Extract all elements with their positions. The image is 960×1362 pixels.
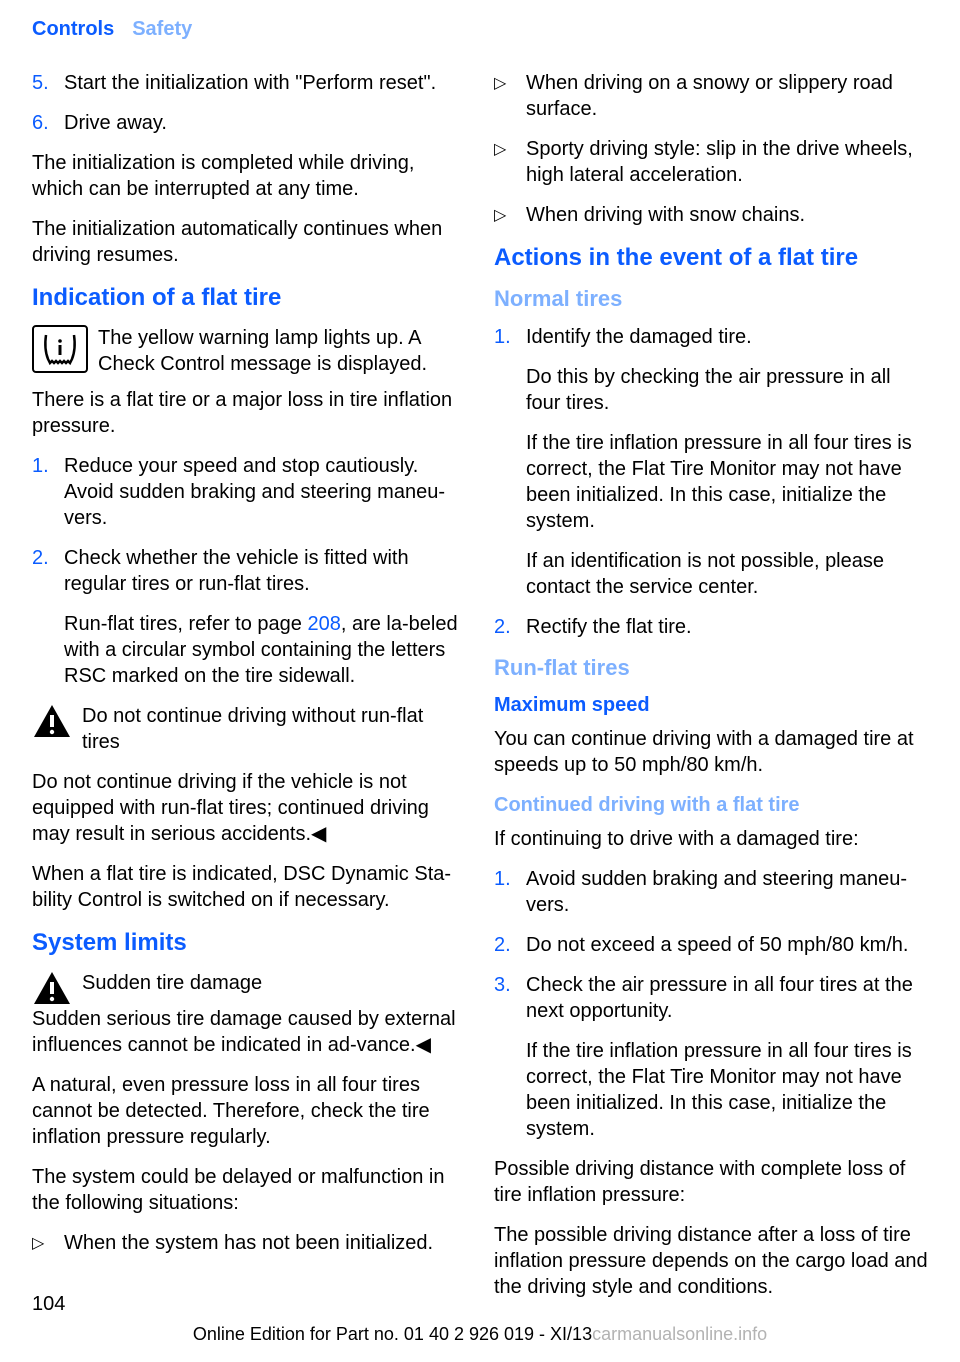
- list-item: 3. Check the air pressure in all four ti…: [494, 972, 928, 1142]
- paragraph: Sudden serious tire damage caused by ext…: [32, 1006, 466, 1058]
- list-item: 1. Identify the damaged tire. Do this by…: [494, 324, 928, 600]
- triangle-marker-icon: ▷: [32, 1230, 64, 1256]
- ordered-list: 5. Start the initialization with "Perfor…: [32, 70, 466, 136]
- triangle-marker-icon: ▷: [494, 202, 526, 228]
- page-number: 104: [32, 1291, 928, 1317]
- heading-normal-tires: Normal tires: [494, 285, 928, 314]
- list-body: Check the air pressure in all four tires…: [526, 972, 928, 1142]
- list-number: 1.: [32, 453, 64, 531]
- tpms-warning-text: The yellow warning lamp lights up. A Che…: [32, 325, 466, 377]
- paragraph: The initialization automatically continu…: [32, 216, 466, 268]
- paragraph: Possible driving distance with complete …: [494, 1156, 928, 1208]
- paragraph: When a flat tire is indicated, DSC Dynam…: [32, 861, 466, 913]
- list-body: When driving on a snowy or slippery road…: [526, 70, 928, 122]
- paragraph: Run-flat tires, refer to page 208, are l…: [64, 611, 466, 689]
- header-tab-safety: Safety: [132, 16, 192, 42]
- ordered-list: 1. Avoid sudden braking and steering man…: [494, 866, 928, 1142]
- triangle-marker-icon: ▷: [494, 136, 526, 188]
- footer-line: Online Edition for Part no. 01 40 2 926 …: [32, 1323, 928, 1346]
- header-tab-controls: Controls: [32, 16, 114, 42]
- paragraph: There is a flat tire or a major loss in …: [32, 387, 466, 439]
- bullet-list: ▷ When the system has not been initializ…: [32, 1230, 466, 1256]
- watermark-text: carmanualsonline.info: [592, 1324, 767, 1344]
- tpms-warning-block: The yellow warning lamp lights up. A Che…: [32, 325, 466, 439]
- text-span: Run-flat tires, refer to page: [64, 613, 307, 635]
- warning-triangle-icon: [32, 970, 72, 1006]
- ordered-list: 1. Reduce your speed and stop cautiously…: [32, 453, 466, 689]
- bullet-list: ▷ When driving on a snowy or slippery ro…: [494, 70, 928, 228]
- list-item: 6. Drive away.: [32, 110, 466, 136]
- right-column: ▷ When driving on a snowy or slippery ro…: [494, 70, 928, 1314]
- list-item: ▷ Sporty driving style: slip in the driv…: [494, 136, 928, 188]
- list-body: Reduce your speed and stop cautiously. A…: [64, 453, 466, 531]
- footer-text: Online Edition for Part no. 01 40 2 926 …: [193, 1324, 592, 1344]
- paragraph: If the tire inflation pressure in all fo…: [526, 430, 928, 534]
- list-body: Check whether the vehicle is fitted with…: [64, 545, 466, 689]
- paragraph: Identify the damaged tire.: [526, 324, 928, 350]
- left-column: 5. Start the initialization with "Perfor…: [32, 70, 466, 1314]
- list-body: Avoid sudden braking and steering maneu‐…: [526, 866, 928, 918]
- list-item: 1. Reduce your speed and stop cautiously…: [32, 453, 466, 531]
- paragraph: A natural, even pressure loss in all fou…: [32, 1072, 466, 1150]
- list-body: Rectify the flat tire.: [526, 614, 928, 640]
- list-body: Drive away.: [64, 110, 466, 136]
- list-number: 3.: [494, 972, 526, 1142]
- paragraph: Do this by checking the air pressure in …: [526, 364, 928, 416]
- warning-block: Sudden tire damage Sudden serious tire d…: [32, 970, 466, 1058]
- warning-triangle-icon: [32, 703, 72, 739]
- content-columns: 5. Start the initialization with "Perfor…: [0, 52, 960, 1314]
- list-body: Do not exceed a speed of 50 mph/80 km/h.: [526, 932, 928, 958]
- list-number: 2.: [32, 545, 64, 689]
- list-body: Identify the damaged tire. Do this by ch…: [526, 324, 928, 600]
- list-number: 1.: [494, 324, 526, 600]
- list-body: When driving with snow chains.: [526, 202, 805, 228]
- paragraph: The system could be delayed or malfuncti…: [32, 1164, 466, 1216]
- warning-block: Do not continue driving without run-flat…: [32, 703, 466, 755]
- paragraph: If an identification is not possible, pl…: [526, 548, 928, 600]
- page-footer: 104 Online Edition for Part no. 01 40 2 …: [0, 1291, 960, 1346]
- paragraph: Check whether the vehicle is fitted with…: [64, 545, 466, 597]
- paragraph: You can continue driving with a damaged …: [494, 726, 928, 778]
- header-bar: Controls Safety: [0, 0, 960, 52]
- list-item: ▷ When the system has not been initializ…: [32, 1230, 466, 1256]
- paragraph: The initialization is completed while dr…: [32, 150, 466, 202]
- triangle-marker-icon: ▷: [494, 70, 526, 122]
- list-item: ▷ When driving with snow chains.: [494, 202, 928, 228]
- heading-actions-flat-tire: Actions in the event of a flat tire: [494, 242, 928, 273]
- list-item: 2. Check whether the vehicle is fitted w…: [32, 545, 466, 689]
- paragraph: If continuing to drive with a damaged ti…: [494, 826, 928, 852]
- page: Controls Safety 5. Start the initializat…: [0, 0, 960, 1314]
- heading-maximum-speed: Maximum speed: [494, 692, 928, 718]
- list-number: 2.: [494, 614, 526, 640]
- heading-system-limits: System limits: [32, 927, 466, 958]
- page-ref-link[interactable]: 208: [307, 613, 340, 635]
- heading-indication: Indication of a flat tire: [32, 282, 466, 313]
- list-item: 2. Rectify the flat tire.: [494, 614, 928, 640]
- heading-continued-driving: Continued driving with a flat tire: [494, 792, 928, 818]
- list-number: 1.: [494, 866, 526, 918]
- paragraph: Do not continue driving if the vehicle i…: [32, 769, 466, 847]
- tpms-warning-icon: [32, 325, 88, 373]
- heading-run-flat-tires: Run-flat tires: [494, 654, 928, 683]
- warning-title: Sudden tire damage: [32, 970, 466, 996]
- paragraph: If the tire inflation pressure in all fo…: [526, 1038, 928, 1142]
- list-item: 5. Start the initialization with "Perfor…: [32, 70, 466, 96]
- list-number: 5.: [32, 70, 64, 96]
- list-body: Sporty driving style: slip in the drive …: [526, 136, 928, 188]
- paragraph: The possible driving distance after a lo…: [494, 1222, 928, 1300]
- list-number: 6.: [32, 110, 64, 136]
- ordered-list: 1. Identify the damaged tire. Do this by…: [494, 324, 928, 640]
- list-body: When the system has not been initialized…: [64, 1230, 433, 1256]
- list-number: 2.: [494, 932, 526, 958]
- list-item: 1. Avoid sudden braking and steering man…: [494, 866, 928, 918]
- warning-title: Do not continue driving without run-flat…: [32, 703, 466, 755]
- list-body: Start the initialization with "Perform r…: [64, 70, 466, 96]
- list-item: 2. Do not exceed a speed of 50 mph/80 km…: [494, 932, 928, 958]
- paragraph: Check the air pressure in all four tires…: [526, 972, 928, 1024]
- list-item: ▷ When driving on a snowy or slippery ro…: [494, 70, 928, 122]
